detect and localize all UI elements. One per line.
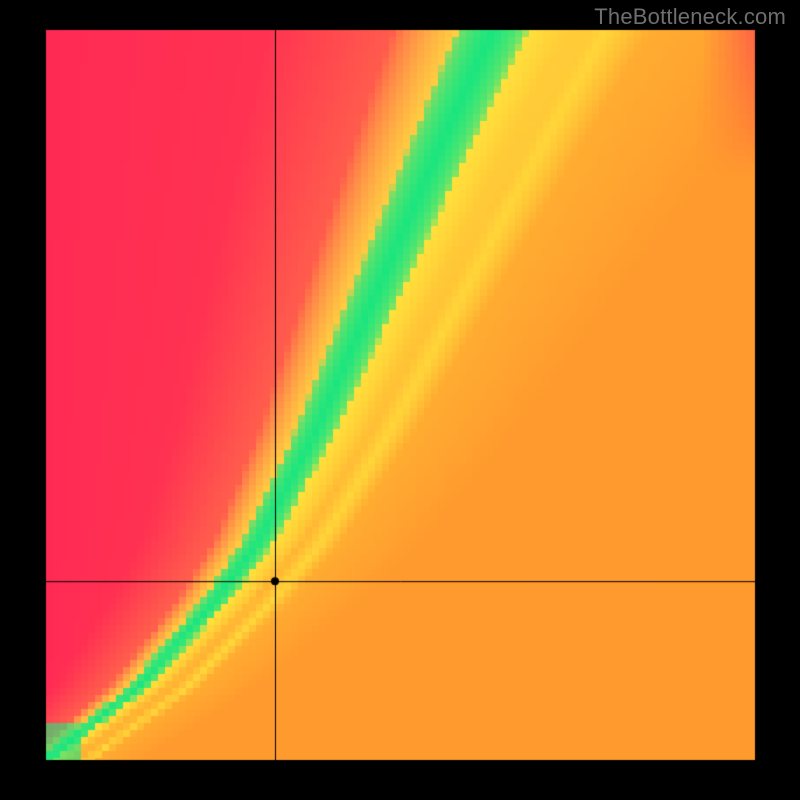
bottleneck-heatmap-canvas	[0, 0, 800, 800]
